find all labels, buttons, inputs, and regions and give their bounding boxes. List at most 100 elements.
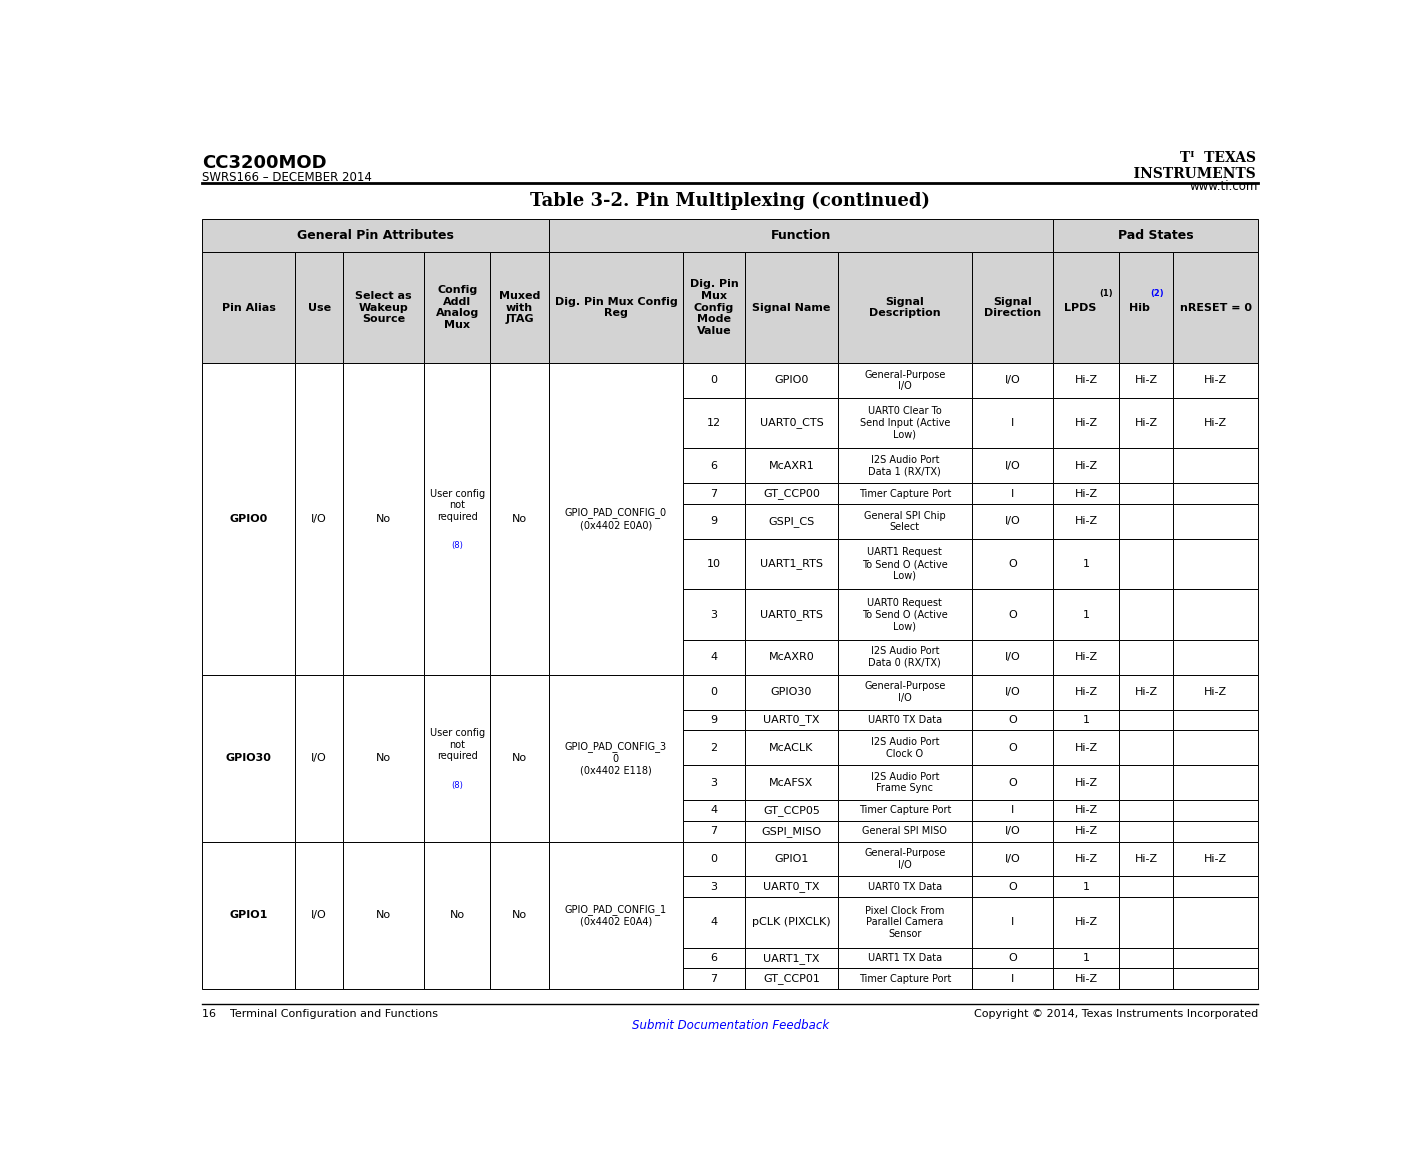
Bar: [425, 675, 490, 841]
Bar: [972, 897, 1053, 948]
Text: 1: 1: [1083, 882, 1090, 892]
Text: UART1_RTS: UART1_RTS: [760, 559, 824, 569]
Bar: [838, 801, 972, 820]
Bar: [295, 675, 343, 841]
Bar: [838, 640, 972, 675]
Bar: [683, 731, 745, 766]
Text: 1: 1: [1083, 559, 1090, 569]
Bar: [1119, 948, 1173, 969]
Text: UART0 Request
To Send O (Active
Low): UART0 Request To Send O (Active Low): [862, 598, 948, 631]
Bar: [549, 841, 683, 990]
Bar: [490, 841, 549, 990]
Bar: [972, 766, 1053, 801]
Text: UART0 TX Data: UART0 TX Data: [868, 715, 942, 725]
Bar: [745, 876, 838, 897]
Bar: [972, 448, 1053, 483]
Text: 4: 4: [710, 917, 717, 928]
Bar: [343, 841, 425, 990]
Bar: [838, 363, 972, 398]
Bar: [745, 640, 838, 675]
Bar: [838, 731, 972, 766]
Bar: [838, 398, 972, 448]
Bar: [838, 766, 972, 801]
Text: Hib: Hib: [1129, 302, 1150, 313]
Text: Table 3-2. Pin Multiplexing (continued): Table 3-2. Pin Multiplexing (continued): [530, 193, 931, 210]
Text: 12: 12: [707, 418, 721, 428]
Text: GPIO30: GPIO30: [771, 687, 812, 697]
Text: McAXR1: McAXR1: [768, 461, 814, 470]
Bar: [425, 841, 490, 990]
Text: 3: 3: [711, 882, 717, 892]
Bar: [972, 539, 1053, 589]
Bar: [745, 766, 838, 801]
Text: GT_CCP01: GT_CCP01: [762, 973, 819, 984]
Text: Hi-Z: Hi-Z: [1074, 418, 1097, 428]
Text: Hi-Z: Hi-Z: [1204, 418, 1227, 428]
Bar: [745, 589, 838, 640]
Text: Hi-Z: Hi-Z: [1134, 687, 1157, 697]
Text: (2): (2): [1150, 288, 1164, 298]
Bar: [1053, 841, 1119, 876]
Text: Hi-Z: Hi-Z: [1074, 376, 1097, 385]
Bar: [1053, 675, 1119, 710]
Bar: [683, 483, 745, 504]
Text: 6: 6: [711, 461, 717, 470]
Bar: [1173, 841, 1258, 876]
Bar: [202, 363, 295, 675]
Text: UART0 Clear To
Send Input (Active
Low): UART0 Clear To Send Input (Active Low): [859, 406, 950, 440]
Text: O: O: [1007, 777, 1017, 788]
Text: I: I: [1010, 805, 1015, 816]
Bar: [490, 252, 549, 363]
Bar: [1173, 766, 1258, 801]
Bar: [549, 219, 1053, 252]
Text: GPIO_PAD_CONFIG_0
(0x4402 E0A0): GPIO_PAD_CONFIG_0 (0x4402 E0A0): [564, 508, 667, 530]
Text: Dig. Pin Mux Config
Reg: Dig. Pin Mux Config Reg: [554, 296, 677, 319]
Bar: [202, 252, 295, 363]
Bar: [838, 504, 972, 539]
Text: O: O: [1007, 609, 1017, 620]
Text: nRESET = 0: nRESET = 0: [1180, 302, 1251, 313]
Bar: [1053, 252, 1119, 363]
Text: O: O: [1007, 882, 1017, 892]
Bar: [972, 483, 1053, 504]
Text: GPIO30: GPIO30: [227, 753, 272, 763]
Text: 16    Terminal Configuration and Functions: 16 Terminal Configuration and Functions: [202, 1009, 439, 1019]
Bar: [838, 820, 972, 841]
Bar: [1053, 539, 1119, 589]
Bar: [1053, 483, 1119, 504]
Bar: [1173, 801, 1258, 820]
Bar: [838, 841, 972, 876]
Text: Hi-Z: Hi-Z: [1134, 854, 1157, 864]
Text: 0: 0: [711, 854, 717, 864]
Text: 0: 0: [711, 376, 717, 385]
Bar: [745, 948, 838, 969]
Bar: [838, 589, 972, 640]
Text: 3: 3: [711, 609, 717, 620]
Bar: [838, 876, 972, 897]
Text: Hi-Z: Hi-Z: [1074, 461, 1097, 470]
Bar: [683, 504, 745, 539]
Bar: [972, 640, 1053, 675]
Bar: [683, 841, 745, 876]
Text: (8): (8): [452, 781, 463, 790]
Bar: [490, 675, 549, 841]
Bar: [1053, 820, 1119, 841]
Text: Hi-Z: Hi-Z: [1074, 652, 1097, 662]
Text: Hi-Z: Hi-Z: [1074, 826, 1097, 837]
Bar: [490, 363, 549, 675]
Text: Hi-Z: Hi-Z: [1134, 418, 1157, 428]
Bar: [683, 710, 745, 731]
Text: Hi-Z: Hi-Z: [1074, 805, 1097, 816]
Bar: [343, 363, 425, 675]
Text: I: I: [1010, 418, 1015, 428]
Text: I: I: [1010, 489, 1015, 498]
Bar: [838, 897, 972, 948]
Text: I/O: I/O: [1005, 516, 1020, 526]
Text: 10: 10: [707, 559, 721, 569]
Text: I2S Audio Port
Data 1 (RX/TX): I2S Audio Port Data 1 (RX/TX): [868, 455, 940, 476]
Text: GPIO_PAD_CONFIG_1
(0x4402 E0A4): GPIO_PAD_CONFIG_1 (0x4402 E0A4): [564, 904, 667, 927]
Text: UART0_TX: UART0_TX: [764, 881, 819, 893]
Text: 4: 4: [710, 805, 717, 816]
Text: GSPI_CS: GSPI_CS: [768, 516, 815, 526]
Text: I/O: I/O: [1005, 652, 1020, 662]
